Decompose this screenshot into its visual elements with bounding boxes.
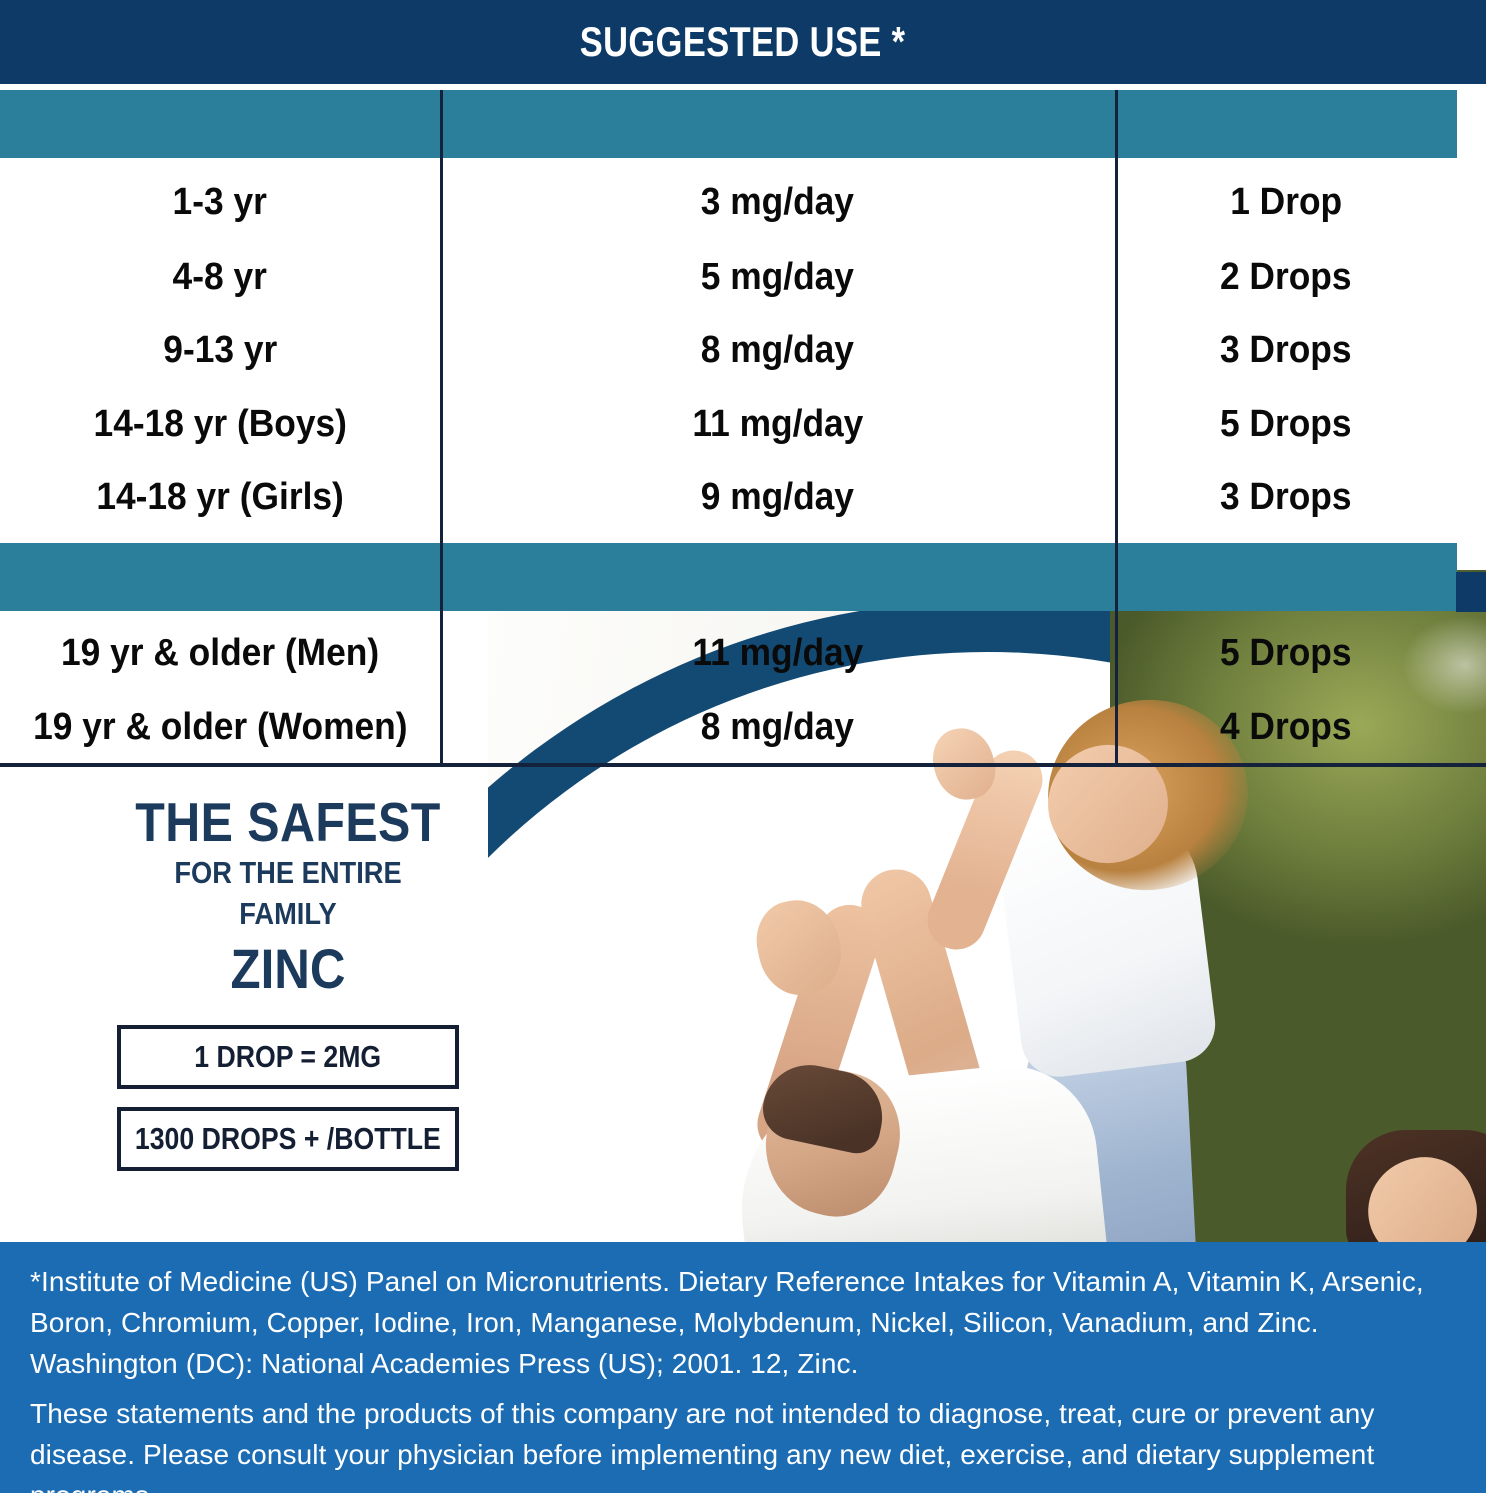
suggested-use-title-bar: SUGGESTED USE * bbox=[0, 0, 1486, 84]
family-figures bbox=[488, 570, 1486, 1242]
citation-text: *Institute of Medicine (US) Panel on Mic… bbox=[30, 1266, 1424, 1379]
row-group: 4-8 yr bbox=[172, 255, 268, 298]
row-group: 19 yr & older (Women) bbox=[32, 705, 408, 748]
row-intake: 8 mg/day bbox=[700, 328, 855, 371]
row-drops: 5 Drops bbox=[1220, 631, 1352, 674]
brand-headline: THE SAFEST bbox=[135, 791, 441, 853]
row-group: 19 yr & older (Men) bbox=[60, 631, 380, 674]
table-row: 19 yr & older (Women) 8 mg/day 4 Drops bbox=[0, 691, 1486, 763]
table-divider-2 bbox=[1115, 90, 1118, 766]
adults-header-band bbox=[0, 543, 1457, 611]
brand-block: THE SAFEST FOR THE ENTIRE FAMILY ZINC 1 … bbox=[78, 791, 498, 1172]
brand-product-name: ZINC bbox=[230, 937, 346, 1001]
row-intake: 8 mg/day bbox=[700, 705, 855, 748]
page-title: SUGGESTED USE * bbox=[580, 18, 906, 65]
row-drops: 3 Drops bbox=[1220, 475, 1352, 518]
navy-corner-accent bbox=[1456, 572, 1486, 612]
table-row: 9-13 yr 8 mg/day 3 Drops bbox=[0, 314, 1486, 386]
table-row: 14-18 yr (Boys) 11 mg/day 5 Drops bbox=[0, 388, 1486, 460]
row-drops: 5 Drops bbox=[1220, 402, 1352, 445]
row-intake: 11 mg/day bbox=[692, 631, 863, 674]
table-row: 19 yr & older (Men) 11 mg/day 5 Drops bbox=[0, 617, 1486, 689]
table-row: 4-8 yr 5 mg/day 2 Drops bbox=[0, 241, 1486, 313]
drops-per-bottle-badge: 1300 DROPS + /BOTTLE bbox=[117, 1107, 459, 1172]
row-intake: 11 mg/day bbox=[692, 402, 863, 445]
table-divider-1 bbox=[440, 90, 443, 766]
drop-equivalence-badge: 1 DROP = 2MG bbox=[117, 1025, 459, 1090]
footer-disclaimer-bar: *Institute of Medicine (US) Panel on Mic… bbox=[0, 1242, 1486, 1493]
brand-subline-1: FOR THE ENTIRE bbox=[174, 855, 402, 890]
table-bottom-rule bbox=[0, 763, 1486, 767]
children-header-band bbox=[0, 90, 1457, 158]
suggested-use-table: CHILDREN RECOMMENDED DAILY INTAKE TOTAL … bbox=[0, 90, 1486, 767]
row-drops: 2 Drops bbox=[1220, 255, 1352, 298]
family-photo-zone bbox=[488, 570, 1486, 1242]
row-group: 14-18 yr (Girls) bbox=[96, 475, 344, 518]
row-drops: 1 Drop bbox=[1230, 180, 1342, 223]
brand-subline-2: FAMILY bbox=[239, 895, 337, 931]
row-drops: 3 Drops bbox=[1220, 328, 1352, 371]
table-row: 14-18 yr (Girls) 9 mg/day 3 Drops bbox=[0, 461, 1486, 533]
row-intake: 5 mg/day bbox=[700, 255, 855, 298]
row-group: 1-3 yr bbox=[172, 180, 268, 223]
row-group: 14-18 yr (Boys) bbox=[93, 402, 347, 445]
row-drops: 4 Drops bbox=[1220, 705, 1352, 748]
row-group: 9-13 yr bbox=[163, 328, 277, 371]
table-row: 1-3 yr 3 mg/day 1 Drop bbox=[0, 166, 1486, 238]
row-intake: 9 mg/day bbox=[700, 475, 855, 518]
row-intake: 3 mg/day bbox=[700, 180, 855, 223]
fda-disclaimer-text: These statements and the products of thi… bbox=[30, 1398, 1375, 1493]
